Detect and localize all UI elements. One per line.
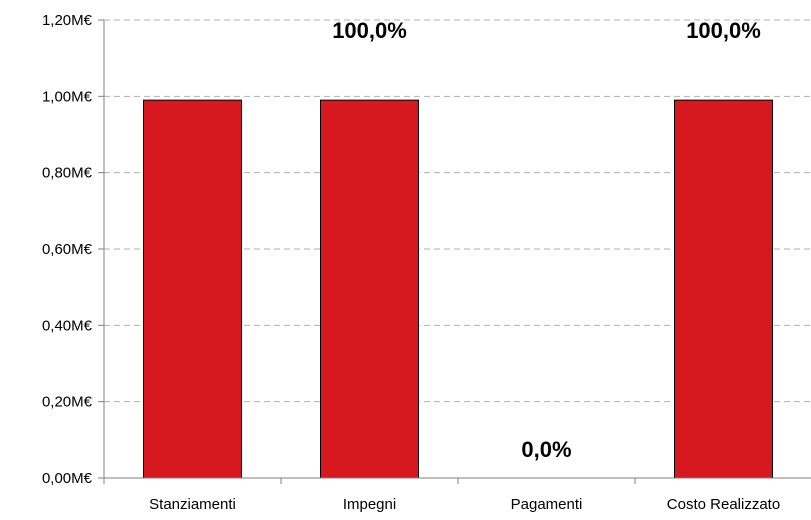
y-tick-label: 0,00M€ [42, 470, 93, 487]
gridlines [104, 19, 811, 403]
bar [143, 99, 242, 479]
x-category-label: Pagamenti [511, 496, 583, 513]
x-category-label: Stanziamenti [149, 496, 236, 513]
data-label: 0,0% [521, 437, 571, 462]
x-category-label: Costo Realizzato [667, 496, 780, 513]
y-tick-label: 0,60M€ [42, 241, 93, 258]
bars [143, 99, 773, 479]
data-label: 100,0% [332, 18, 407, 43]
y-tick-label: 1,20M€ [42, 12, 93, 29]
y-tick-label: 0,40M€ [42, 317, 93, 334]
x-axis-categories: Stanziamenti Impegni Pagamenti Costo Realiz… [149, 496, 780, 513]
bar [320, 99, 419, 479]
y-tick-label: 1,00M€ [42, 88, 93, 105]
data-label: 100,0% [686, 18, 761, 43]
x-category-label: Impegni [343, 496, 396, 513]
y-axis-ticks: 0,00M€ 0,20M€ 0,40M€ 0,60M€ 0,80M€ 1,00M€ 1,20… [42, 12, 104, 487]
bar [674, 99, 773, 479]
y-tick-label: 0,20M€ [42, 394, 93, 411]
y-tick-label: 0,80M€ [42, 165, 93, 182]
data-labels: 100,0% 0,0% 100,0% [332, 18, 761, 462]
